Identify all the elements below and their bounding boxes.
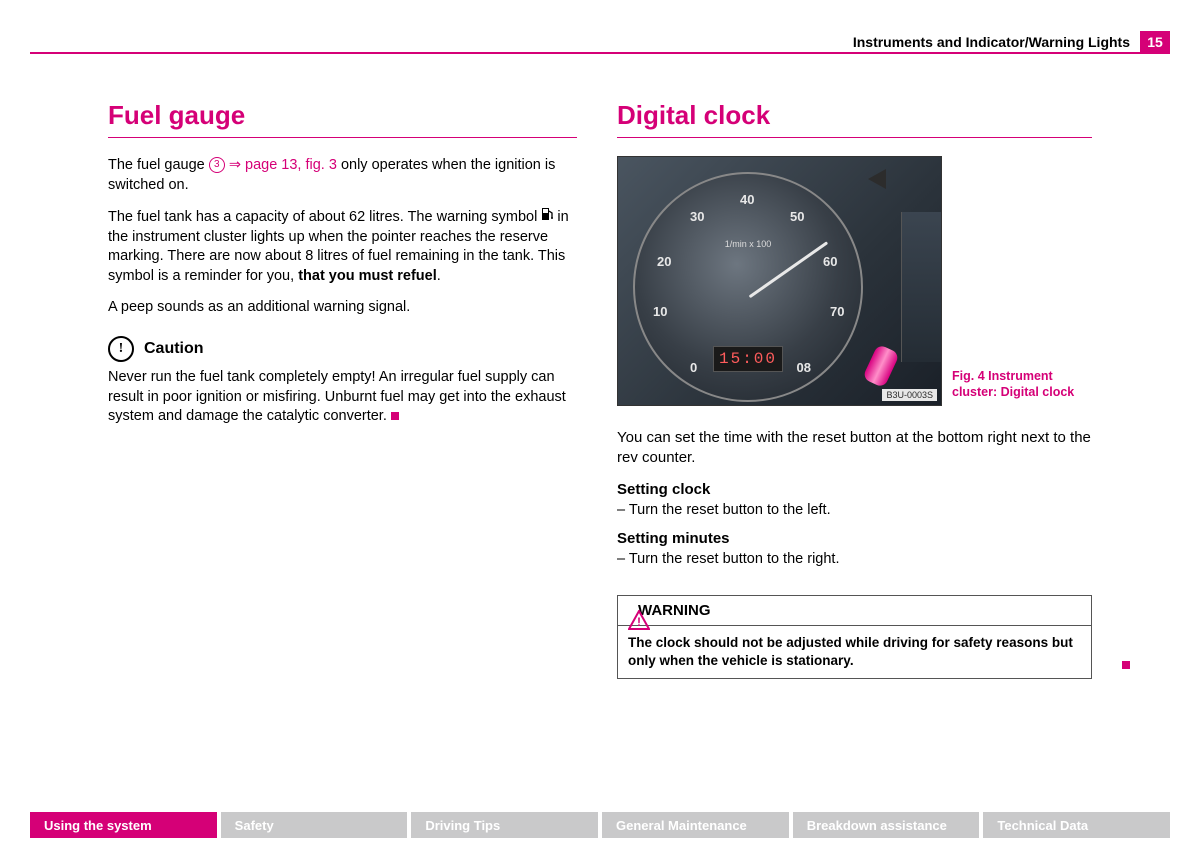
page-number: 15 (1140, 31, 1170, 53)
digital-clock-display: 15:00 (713, 346, 783, 372)
end-square-icon (1122, 661, 1130, 669)
gauge-unit-label: 1/min x 100 (725, 239, 772, 249)
clock-paragraph-1: You can set the time with the reset butt… (617, 428, 1092, 469)
xref-arrow: ⇒ (229, 157, 241, 173)
bottom-nav: Using the system Safety Driving Tips Gen… (30, 812, 1170, 838)
tick-30: 30 (690, 209, 704, 224)
text: Never run the fuel tank completely empty… (108, 369, 566, 424)
warning-text: The clock should not be adjusted while d… (618, 626, 1091, 678)
nav-breakdown-assistance[interactable]: Breakdown assistance (793, 812, 980, 838)
gauge-needle (749, 241, 829, 298)
nav-driving-tips[interactable]: Driving Tips (411, 812, 598, 838)
indicator-arrow-icon (868, 169, 886, 189)
fuel-pump-icon (541, 207, 553, 228)
figure-caption: Fig. 4 Instrument cluster: Digital clock (952, 368, 1092, 401)
content-area: Fuel gauge The fuel gauge 3 ⇒ page 13, f… (108, 100, 1092, 776)
bold-text: that you must refuel (298, 268, 437, 284)
cross-reference-link[interactable]: page 13, fig. 3 (245, 157, 337, 173)
reset-knob (862, 344, 900, 389)
section-title: Instruments and Indicator/Warning Lights (853, 34, 1130, 50)
nav-using-the-system[interactable]: Using the system (30, 812, 217, 838)
tick-0: 0 (690, 360, 697, 375)
rev-counter-dial: 1/min x 100 10 20 30 40 50 60 70 0 08 15… (633, 172, 863, 402)
warning-box: ! WARNING The clock should not be adjust… (617, 595, 1092, 679)
instrument-cluster-image: 1/min x 100 10 20 30 40 50 60 70 0 08 15… (617, 156, 942, 406)
text: . (437, 268, 441, 284)
tick-20: 20 (657, 254, 671, 269)
caution-text: Never run the fuel tank completely empty… (108, 368, 577, 427)
tick-70: 70 (830, 304, 844, 319)
fuel-gauge-heading: Fuel gauge (108, 100, 577, 138)
setting-clock-heading: Setting clock (617, 481, 1092, 498)
caution-header: ! Caution (108, 336, 577, 362)
fuel-paragraph-1: The fuel gauge 3 ⇒ page 13, fig. 3 only … (108, 156, 577, 195)
image-id-tag: B3U-0003S (882, 389, 937, 401)
digital-clock-heading: Digital clock (617, 100, 1092, 138)
nav-safety[interactable]: Safety (221, 812, 408, 838)
tick-08: 08 (797, 360, 811, 375)
page-header: Instruments and Indicator/Warning Lights… (30, 32, 1170, 54)
right-column: Digital clock 1/min x 100 10 20 30 40 50… (617, 100, 1092, 776)
tick-50: 50 (790, 209, 804, 224)
fuel-paragraph-3: A peep sounds as an additional warning s… (108, 298, 577, 318)
caution-label: Caution (144, 340, 204, 358)
setting-minutes-heading: Setting minutes (617, 530, 1092, 547)
side-panel (901, 212, 941, 362)
text: The fuel gauge (108, 157, 209, 173)
tick-40: 40 (740, 192, 754, 207)
nav-general-maintenance[interactable]: General Maintenance (602, 812, 789, 838)
figure-block: 1/min x 100 10 20 30 40 50 60 70 0 08 15… (617, 156, 1092, 406)
tick-60: 60 (823, 254, 837, 269)
callout-marker-3: 3 (209, 157, 225, 173)
setting-clock-step: Turn the reset button to the left. (617, 502, 1092, 518)
text: The fuel tank has a capacity of about 62… (108, 209, 541, 225)
end-square-icon (391, 412, 399, 420)
tick-10: 10 (653, 304, 667, 319)
warning-header: ! WARNING (618, 596, 1091, 626)
fuel-paragraph-2: The fuel tank has a capacity of about 62… (108, 207, 577, 286)
caution-icon: ! (108, 336, 134, 362)
left-column: Fuel gauge The fuel gauge 3 ⇒ page 13, f… (108, 100, 577, 776)
svg-text:!: ! (637, 615, 641, 629)
nav-technical-data[interactable]: Technical Data (983, 812, 1170, 838)
setting-minutes-step: Turn the reset button to the right. (617, 551, 1092, 567)
